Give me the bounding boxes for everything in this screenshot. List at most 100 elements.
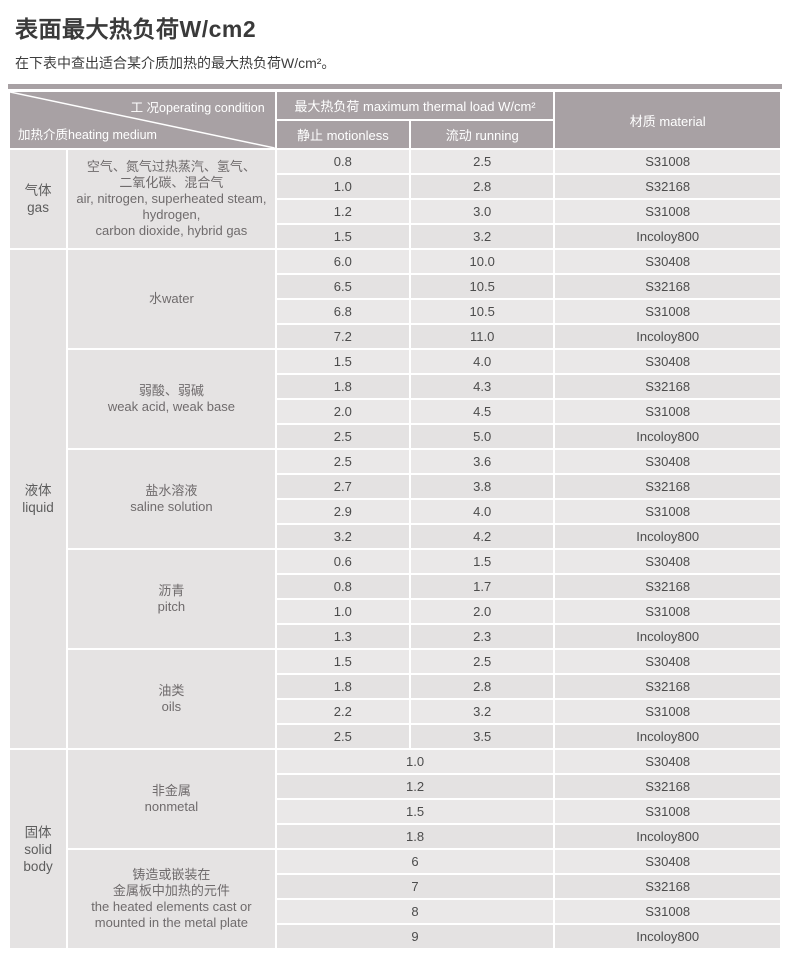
table-row: 2.9 4.0 S31008: [10, 500, 780, 523]
heating-medium-header: 加热介质heating medium: [18, 128, 157, 142]
category-label-line: body: [23, 858, 53, 874]
spec-table-header: 工 况operating condition 加热介质heating mediu…: [10, 92, 780, 148]
table-row: 固体 solid body 非金属 nonmetal 1.0 S30408: [10, 750, 780, 948]
motionless-value: 6.8: [276, 300, 410, 323]
medium-cell: 沥青 pitch: [68, 550, 275, 648]
merged-load-value: 7: [276, 875, 554, 898]
material-cell: S32168: [555, 775, 780, 798]
motionless-value: 2.0: [276, 400, 410, 423]
table-row: 1.5 S31008: [10, 800, 780, 823]
motionless-value: 2.2: [276, 700, 410, 723]
table-row: 9 Incoloy800: [10, 925, 780, 948]
medium-label-line: carbon dioxide, hybrid gas: [95, 223, 248, 238]
motionless-value: 6.0: [276, 250, 410, 273]
category-label-line: gas: [27, 200, 49, 215]
material-cell: S30408: [555, 350, 780, 373]
running-value: 2.0: [411, 600, 554, 623]
table-row: 2.5 3.5 Incoloy800: [10, 725, 780, 748]
running-value: 1.7: [411, 575, 554, 598]
table-row: 气体 gas 空气、氮气过热蒸汽、氢气、 二氧化碳、混合气 air, nitrogen,…: [10, 150, 780, 248]
medium-label-line: oils: [161, 699, 182, 714]
merged-load-value: 9: [276, 925, 554, 948]
running-value: 3.2: [411, 225, 554, 248]
motionless-value: 2.9: [276, 500, 410, 523]
running-value: 3.0: [411, 200, 554, 223]
category-cell: 液体 liquid: [10, 250, 67, 748]
medium-label-line: 水water: [149, 291, 194, 306]
running-value: 2.3: [411, 625, 554, 648]
table-row: 2.7 3.8 S32168: [10, 475, 780, 498]
running-value: 3.2: [411, 700, 554, 723]
motionless-value: 0.8: [276, 150, 410, 173]
header-row-1: 工 况operating condition 加热介质heating mediu…: [10, 92, 780, 148]
page-subtitle: 在下表中查出适合某介质加热的最大热负荷W/cm²。: [15, 55, 336, 71]
table-row: 1.2 S32168: [10, 775, 780, 798]
motionless-value: 1.5: [276, 650, 410, 673]
running-value: 1.5: [411, 550, 554, 573]
material-cell: S31008: [555, 700, 780, 723]
motionless-value: 1.3: [276, 625, 410, 648]
table-row: 1.5 3.2 Incoloy800: [10, 225, 780, 248]
material-cell: S30408: [555, 450, 780, 473]
table-row: 铸造或嵌装在 金属板中加热的元件 the heated elements cast …: [10, 850, 780, 948]
motionless-value: 1.0: [276, 175, 410, 198]
motionless-header: 静止 motionless: [276, 121, 410, 148]
medium-label-line: the heated elements cast or: [91, 899, 252, 914]
running-value: 2.8: [411, 675, 554, 698]
table-row: 液体 liquid 水water 6.0 10.0 S30408: [10, 250, 780, 748]
table-row: 1.2 3.0 S31008: [10, 200, 780, 223]
material-cell: Incoloy800: [555, 825, 780, 848]
medium-label-line: weak acid, weak base: [107, 399, 235, 414]
material-cell: S32168: [555, 475, 780, 498]
medium-label-line: hydrogen,: [142, 207, 201, 222]
table-row: 1.8 4.3 S32168: [10, 375, 780, 398]
running-value: 11.0: [411, 325, 554, 348]
material-cell: S32168: [555, 375, 780, 398]
medium-label-line: 弱酸、弱碱: [138, 383, 204, 398]
table-row: 1.3 2.3 Incoloy800: [10, 625, 780, 648]
table-row: 2.2 3.2 S31008: [10, 700, 780, 723]
material-cell: S30408: [555, 750, 780, 773]
material-cell: Incoloy800: [555, 925, 780, 948]
medium-cell: 非金属 nonmetal: [68, 750, 275, 848]
category-label-line: 固体: [24, 824, 52, 840]
medium-cell: 油类 oils: [68, 650, 275, 748]
running-value: 10.5: [411, 275, 554, 298]
table-row: 1.8 2.8 S32168: [10, 675, 780, 698]
max-thermal-load-header: 最大热负荷 maximum thermal load W/cm²: [276, 92, 554, 119]
medium-label-line: 非金属: [151, 783, 191, 798]
table-row: 1.0 2.8 S32168: [10, 175, 780, 198]
material-cell: S32168: [555, 575, 780, 598]
running-value: 10.5: [411, 300, 554, 323]
category-label-line: 气体: [24, 183, 52, 198]
medium-label-line: 铸造或嵌装在: [132, 867, 211, 882]
table-row: 沥青 pitch 0.6 1.5 S30408: [10, 550, 780, 648]
medium-cell: 空气、氮气过热蒸汽、氢气、 二氧化碳、混合气 air, nitrogen, supe…: [68, 150, 275, 248]
material-cell: Incoloy800: [555, 225, 780, 248]
running-value: 2.8: [411, 175, 554, 198]
table-row: 1.0 2.0 S31008: [10, 600, 780, 623]
motionless-value: 2.7: [276, 475, 410, 498]
material-cell: S31008: [555, 900, 780, 923]
material-cell: Incoloy800: [555, 625, 780, 648]
medium-label-line: pitch: [157, 599, 186, 614]
spec-table-body: 气体 gas 空气、氮气过热蒸汽、氢气、 二氧化碳、混合气 air, nitrogen,…: [10, 150, 780, 948]
table-row: 7.2 11.0 Incoloy800: [10, 325, 780, 348]
table-row: 0.8 1.7 S32168: [10, 575, 780, 598]
running-value: 3.8: [411, 475, 554, 498]
merged-load-value: 8: [276, 900, 554, 923]
material-cell: S30408: [555, 650, 780, 673]
material-cell: S31008: [555, 150, 780, 173]
motionless-value: 7.2: [276, 325, 410, 348]
medium-label-line: 盐水溶液: [145, 483, 198, 498]
material-cell: S30408: [555, 550, 780, 573]
medium-label-line: saline solution: [130, 499, 213, 514]
spec-table: 工 况operating condition 加热介质heating mediu…: [8, 90, 782, 950]
motionless-value: 1.0: [276, 600, 410, 623]
category-label-line: liquid: [22, 500, 54, 515]
category-cell: 固体 solid body: [10, 750, 67, 948]
motionless-value: 3.2: [276, 525, 410, 548]
material-cell: Incoloy800: [555, 325, 780, 348]
material-cell: S31008: [555, 500, 780, 523]
diagonal-line: [10, 92, 275, 148]
